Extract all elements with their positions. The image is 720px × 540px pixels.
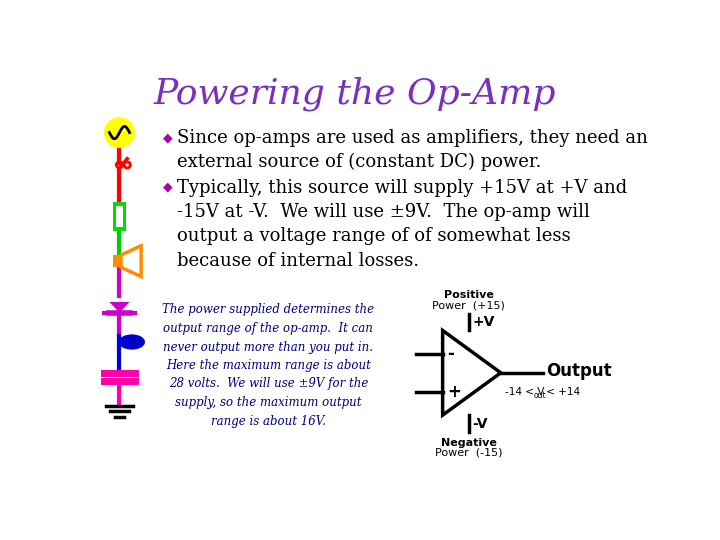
Text: Power  (-15): Power (-15) [435,448,503,458]
Ellipse shape [120,335,144,349]
Text: Positive: Positive [444,290,494,300]
Text: Power  (+15): Power (+15) [432,300,505,310]
Text: Since op-amps are used as amplifiers, they need an
external source of (constant : Since op-amps are used as amplifiers, th… [177,129,648,171]
Text: Negative: Negative [441,438,497,448]
Text: Powering the Op-Amp: Powering the Op-Amp [153,77,556,111]
Polygon shape [109,302,130,313]
FancyBboxPatch shape [113,202,126,231]
Text: +V: +V [472,315,495,329]
Text: < +14: < +14 [544,387,580,397]
Polygon shape [113,255,121,267]
Circle shape [104,117,135,148]
Text: -: - [447,345,454,363]
Text: +: + [447,383,461,401]
Text: The power supplied determines the
output range of the op-amp.  It can
never outp: The power supplied determines the output… [162,303,374,428]
FancyBboxPatch shape [116,206,123,227]
Text: out: out [534,390,546,400]
Text: -14 < V: -14 < V [505,387,544,397]
Text: -V: -V [472,417,488,430]
Text: ◆: ◆ [163,131,172,145]
Text: Output: Output [546,362,611,380]
Text: Typically, this source will supply +15V at +V and
-15V at -V.  We will use ±9V. : Typically, this source will supply +15V … [177,179,627,269]
Text: ◆: ◆ [163,180,172,193]
